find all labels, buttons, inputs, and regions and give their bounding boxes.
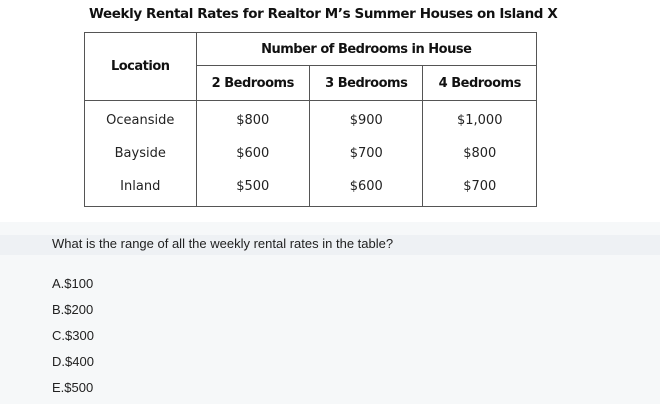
rental-rates-figure: Weekly Rental Rates for Realtor M’s Summ… — [84, 6, 558, 207]
table-row-inland: Inland $500 $600 $700 — [84, 170, 537, 207]
question-highlight — [0, 235, 660, 255]
rate-cell: $800 — [422, 137, 537, 170]
rate-cell: $900 — [308, 100, 424, 137]
column-header-2-bedrooms: 2 Bedrooms — [195, 65, 311, 101]
column-header-4-bedrooms: 4 Bedrooms — [422, 65, 537, 101]
rate-cell: $600 — [308, 170, 424, 207]
option-c[interactable]: C.$300 — [52, 328, 94, 343]
rate-cell: $1,000 — [422, 100, 537, 137]
table-row-bayside: Bayside $600 $700 $800 — [84, 137, 537, 170]
rental-rates-table: Location Number of Bedrooms in House 2 B… — [84, 32, 538, 207]
table-row-oceanside: Oceanside $800 $900 $1,000 — [84, 100, 537, 137]
rate-cell: $500 — [195, 170, 311, 207]
option-d[interactable]: D.$400 — [52, 354, 94, 369]
location-header: Location — [84, 32, 197, 101]
location-cell: Oceanside — [84, 100, 197, 137]
rate-cell: $700 — [308, 137, 424, 170]
figure-title: Weekly Rental Rates for Realtor M’s Summ… — [89, 6, 558, 22]
column-header-3-bedrooms: 3 Bedrooms — [308, 65, 424, 101]
option-b[interactable]: B.$200 — [52, 302, 94, 317]
location-cell: Bayside — [84, 137, 197, 170]
rate-cell: $800 — [195, 100, 311, 137]
option-e[interactable]: E.$500 — [52, 380, 94, 395]
answer-options: A.$100 B.$200 C.$300 D.$400 E.$500 — [52, 276, 94, 404]
bedrooms-group-header: Number of Bedrooms in House — [195, 32, 538, 66]
option-a[interactable]: A.$100 — [52, 276, 94, 291]
question-text: What is the range of all the weekly rent… — [52, 236, 394, 251]
location-cell: Inland — [84, 170, 197, 207]
rate-cell: $700 — [422, 170, 537, 207]
question-area: What is the range of all the weekly rent… — [0, 222, 660, 404]
rate-cell: $600 — [195, 137, 311, 170]
